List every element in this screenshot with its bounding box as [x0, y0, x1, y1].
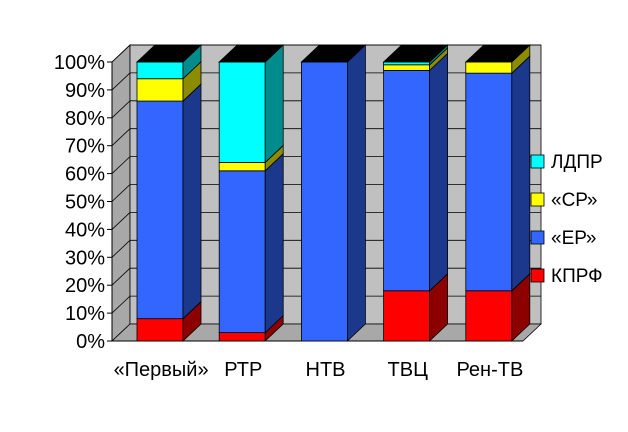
- bar-segment-front: [136, 61, 184, 80]
- bar-segment-front: [218, 61, 266, 163]
- bar-segment-front: [383, 290, 431, 342]
- x-category-label: РТР: [224, 359, 262, 381]
- bar-segment-front: [383, 69, 431, 292]
- y-tick-label: 0%: [76, 331, 105, 353]
- bar-segment-front: [300, 61, 348, 342]
- bar-segment-front: [136, 78, 184, 102]
- x-axis-categories: «Первый» РТР НТВ ТВЦ Рен-ТВ: [114, 359, 524, 381]
- bar-segment-side: [429, 52, 449, 292]
- bar-segment-front: [218, 162, 266, 172]
- bar-segment-front: [136, 318, 184, 342]
- bar-segment-top: [300, 44, 367, 63]
- bar-segment-front: [383, 61, 431, 66]
- legend-swatch: [530, 154, 545, 169]
- bar-segment-side: [264, 44, 284, 164]
- x-category-label: «Первый»: [114, 359, 209, 381]
- legend-label: «СР»: [551, 190, 597, 211]
- y-tick-label: 60%: [65, 164, 105, 186]
- y-tick-label: 70%: [65, 136, 105, 158]
- y-tick-label: 90%: [65, 80, 105, 102]
- legend: ЛДПР «СР» «ЕР» КПРФ: [530, 152, 603, 287]
- bar-segment-front: [218, 332, 266, 342]
- y-tick-label: 30%: [65, 247, 105, 269]
- bar-stack: [382, 44, 449, 342]
- x-category-label: НТВ: [306, 359, 346, 381]
- bar-segment-top: [218, 44, 285, 63]
- bar-segment-front: [465, 61, 513, 74]
- x-category-label: Рен-ТВ: [456, 359, 523, 381]
- bar-segment-side: [264, 152, 284, 334]
- bar-segment-side: [511, 55, 531, 292]
- bar-segment-front: [383, 64, 431, 71]
- bar-segment-front: [218, 170, 266, 334]
- bar-stack: [135, 44, 203, 342]
- bar-segment-top: [464, 44, 531, 63]
- legend-label: ЛДПР: [551, 152, 603, 173]
- y-tick-label: 100%: [54, 52, 105, 74]
- bar-stack: [300, 44, 367, 342]
- y-tick-label: 80%: [65, 108, 105, 130]
- bar-segment-front: [465, 72, 513, 292]
- legend-item: «ЕР»: [530, 228, 596, 249]
- y-axis-ticks: 0% 10% 20% 30% 40% 50% 60% 70% 80% 90% 100%: [54, 52, 523, 353]
- legend-item: КПРФ: [530, 266, 603, 287]
- legend-swatch: [530, 192, 545, 207]
- y-tick-label: 50%: [65, 192, 105, 214]
- bar-segment-front: [136, 100, 184, 320]
- legend-swatch: [530, 230, 545, 245]
- bar-segment-top: [382, 44, 449, 63]
- bars: [135, 44, 531, 342]
- bar-stack: [464, 44, 531, 342]
- bar-segment-side: [182, 83, 202, 320]
- y-tick-label: 10%: [65, 303, 105, 325]
- x-category-label: ТВЦ: [388, 359, 429, 381]
- bar-segment-front: [465, 290, 513, 342]
- legend-label: «ЕР»: [551, 228, 596, 249]
- legend-label: КПРФ: [551, 266, 603, 287]
- y-tick-label: 40%: [65, 219, 105, 241]
- legend-item: ЛДПР: [530, 152, 603, 173]
- legend-item: «СР»: [530, 190, 597, 211]
- bar-segment-side: [346, 44, 366, 342]
- bar-stack: [218, 44, 285, 342]
- y-tick-label: 20%: [65, 275, 105, 297]
- legend-swatch: [530, 268, 545, 283]
- bar-segment-top: [135, 44, 203, 63]
